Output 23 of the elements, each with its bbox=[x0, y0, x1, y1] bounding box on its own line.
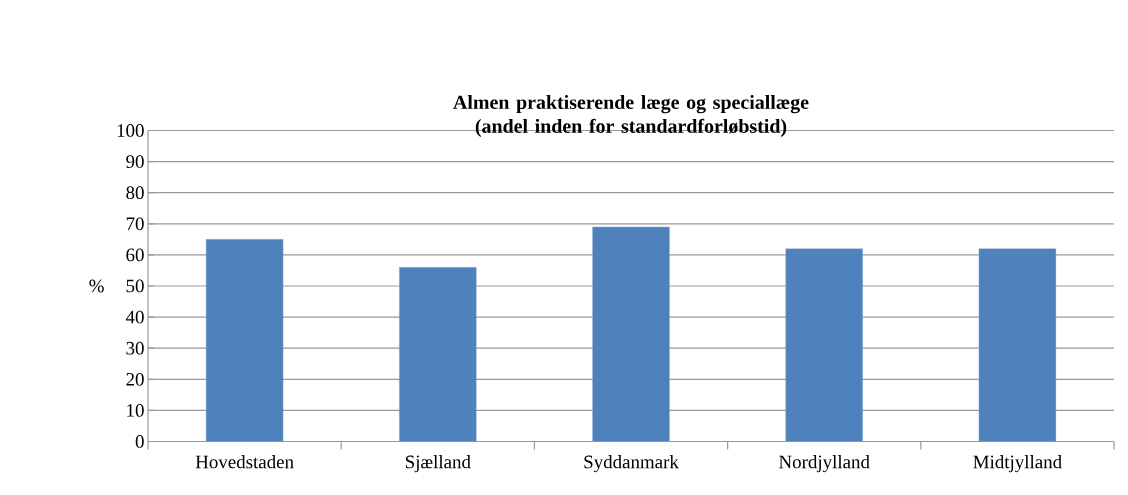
y-tick-label: 10 bbox=[127, 404, 144, 417]
y-tick-label: 20 bbox=[126, 372, 144, 386]
chart-title: Almen praktiserende læge og speciallæge (andel inden for standardforløbstid) bbox=[453, 95, 809, 137]
y-tick-label: 70 bbox=[126, 217, 144, 231]
y-tick-label: 100 bbox=[117, 124, 144, 137]
bar bbox=[978, 248, 1057, 442]
x-tick-label: Nordjylland bbox=[779, 455, 870, 473]
y-tick-label: 0 bbox=[135, 435, 144, 448]
x-tick-label: Syddanmark bbox=[584, 455, 679, 473]
bar bbox=[592, 226, 670, 442]
bar bbox=[399, 267, 477, 442]
y-tick-label: 60 bbox=[126, 248, 144, 262]
x-tick-label: Midtjylland bbox=[973, 455, 1062, 473]
y-tick-label: 50 bbox=[126, 279, 144, 293]
x-tick-label: Hovedstaden bbox=[195, 455, 294, 469]
x-tick-label: Sjælland bbox=[405, 455, 471, 473]
y-tick-label: 40 bbox=[125, 310, 144, 324]
y-axis-title: % bbox=[89, 279, 104, 293]
y-tick-label: 90 bbox=[126, 155, 144, 168]
y-tick-label: 80 bbox=[126, 186, 144, 200]
bar bbox=[205, 239, 284, 442]
y-tick-label: 30 bbox=[126, 341, 144, 355]
bar bbox=[785, 248, 863, 442]
